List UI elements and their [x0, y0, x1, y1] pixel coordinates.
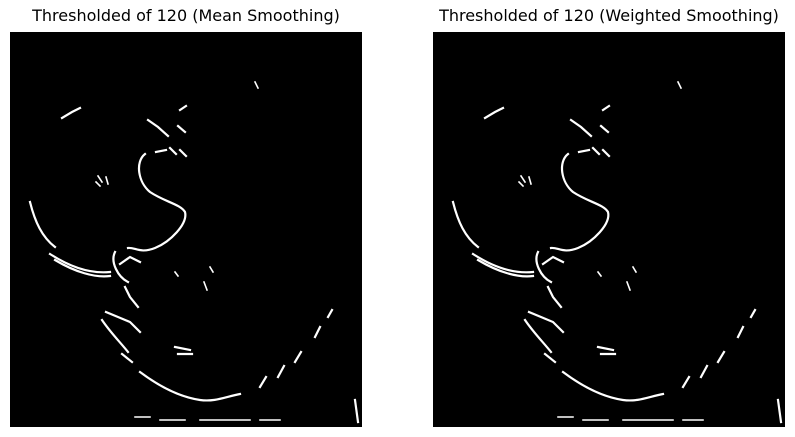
thresholded-image-weighted [433, 32, 785, 427]
thresholded-image-mean [10, 32, 362, 427]
edge-map-mean [28, 80, 360, 424]
panel-title-weighted: Thresholded of 120 (Weighted Smoothing) [439, 6, 779, 25]
panel-title-mean: Thresholded of 120 (Mean Smoothing) [32, 6, 340, 25]
edge-map-weighted [451, 80, 783, 424]
